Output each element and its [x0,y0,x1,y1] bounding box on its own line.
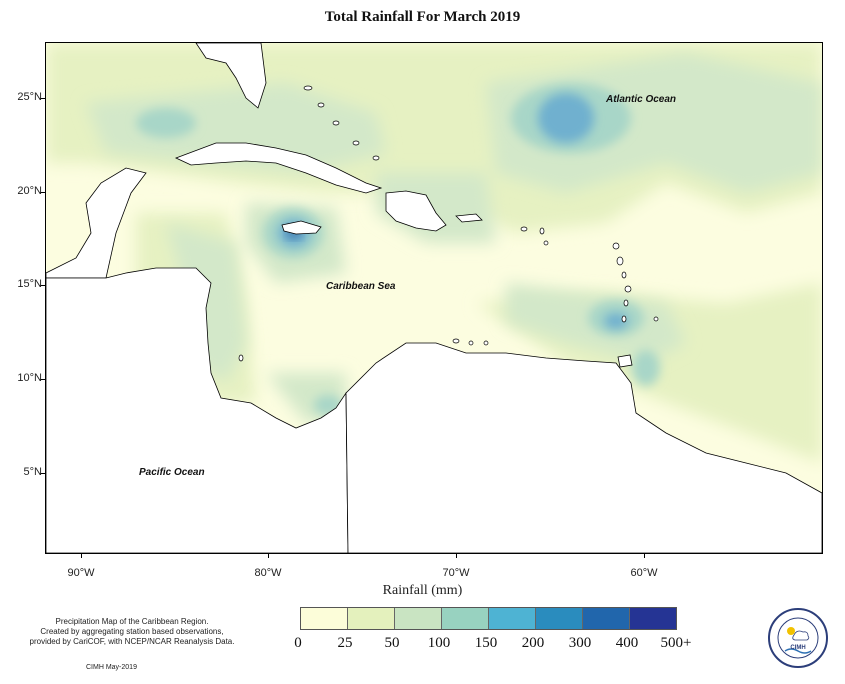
legend-label: 100 [427,635,451,651]
lat-tick-mark [40,192,45,193]
legend-label: 50 [384,635,400,651]
legend-labels: 0 25 50 100 150 200 300 400 500+ [0,635,845,655]
atlantic-ocean-label: Atlantic Ocean [606,94,677,105]
legend-swatch [301,608,348,629]
rainfall-legend [300,607,677,630]
logo-text: CIMH [790,645,805,651]
map-canvas [46,43,822,553]
land-mexico-yucatan [46,167,147,279]
land-masses [46,43,822,553]
lat-tick-label: 15°N [17,278,42,290]
lon-tick-mark [456,553,457,558]
land-hispaniola [385,190,447,232]
land-cuba [174,142,383,194]
land-jamaica [281,220,322,235]
pacific-ocean-label: Pacific Ocean [139,467,205,478]
note-line: provided by CariCOF, with NCEP/NCAR Rean… [29,637,235,646]
rainfall-map [45,42,823,554]
caribbean-sea-label: Caribbean Sea [326,281,396,292]
map-description: Precipitation Map of the Caribbean Regio… [12,617,252,647]
lat-tick-mark [40,473,45,474]
lat-tick-label: 25°N [17,91,42,103]
x-axis-label: Rainfall (mm) [382,583,463,598]
lon-tick-label: 60°W [630,567,658,579]
legend-label: 25 [337,635,353,651]
lat-tick-mark [40,98,45,99]
legend-label: 500+ [660,635,692,651]
rain-zone-bahamas [86,83,386,173]
small-islands [238,85,659,362]
legend-swatch [442,608,489,629]
note-line: Created by aggregating station based obs… [40,627,224,636]
legend-label: 400 [615,635,639,651]
lon-tick-label: 70°W [442,567,470,579]
legend-swatch [395,608,442,629]
cimh-logo: CIMH [768,608,828,668]
lon-tick-mark [268,553,269,558]
rain-zone-hispaniola [376,173,496,243]
lon-tick-mark [81,553,82,558]
cloud-icon [792,630,810,641]
legend-swatch [630,608,676,629]
map-title: Total Rainfall For March 2019 [324,9,521,25]
sun-icon [787,627,795,635]
credit-text: CIMH May-2019 [86,664,137,671]
land-trinidad [617,354,633,368]
legend-swatch [489,608,536,629]
rainfall-shading [46,43,822,553]
note-line: Precipitation Map of the Caribbean Regio… [55,617,209,626]
land-puerto-rico [455,213,483,223]
lat-tick-label: 5°N [23,466,42,478]
wave-icon [784,648,812,654]
legend-swatch [536,608,583,629]
lat-tick-mark [40,285,45,286]
rain-cell-trinidad [632,350,660,386]
rain-cell-bahamas [136,108,196,138]
land-south-america [345,342,822,553]
legend-swatch [583,608,630,629]
lat-tick-label: 10°N [17,372,42,384]
land-florida [195,43,267,109]
legend-label: 150 [474,635,498,651]
legend-label: 0 [294,635,302,651]
legend-label: 200 [521,635,545,651]
lon-tick-mark [644,553,645,558]
legend-swatch [348,608,395,629]
lon-tick-label: 90°W [67,567,95,579]
lon-tick-label: 80°W [254,567,282,579]
lat-tick-label: 20°N [17,185,42,197]
lat-tick-mark [40,379,45,380]
rain-cell-atlantic-core [538,93,594,143]
legend-label: 300 [568,635,592,651]
